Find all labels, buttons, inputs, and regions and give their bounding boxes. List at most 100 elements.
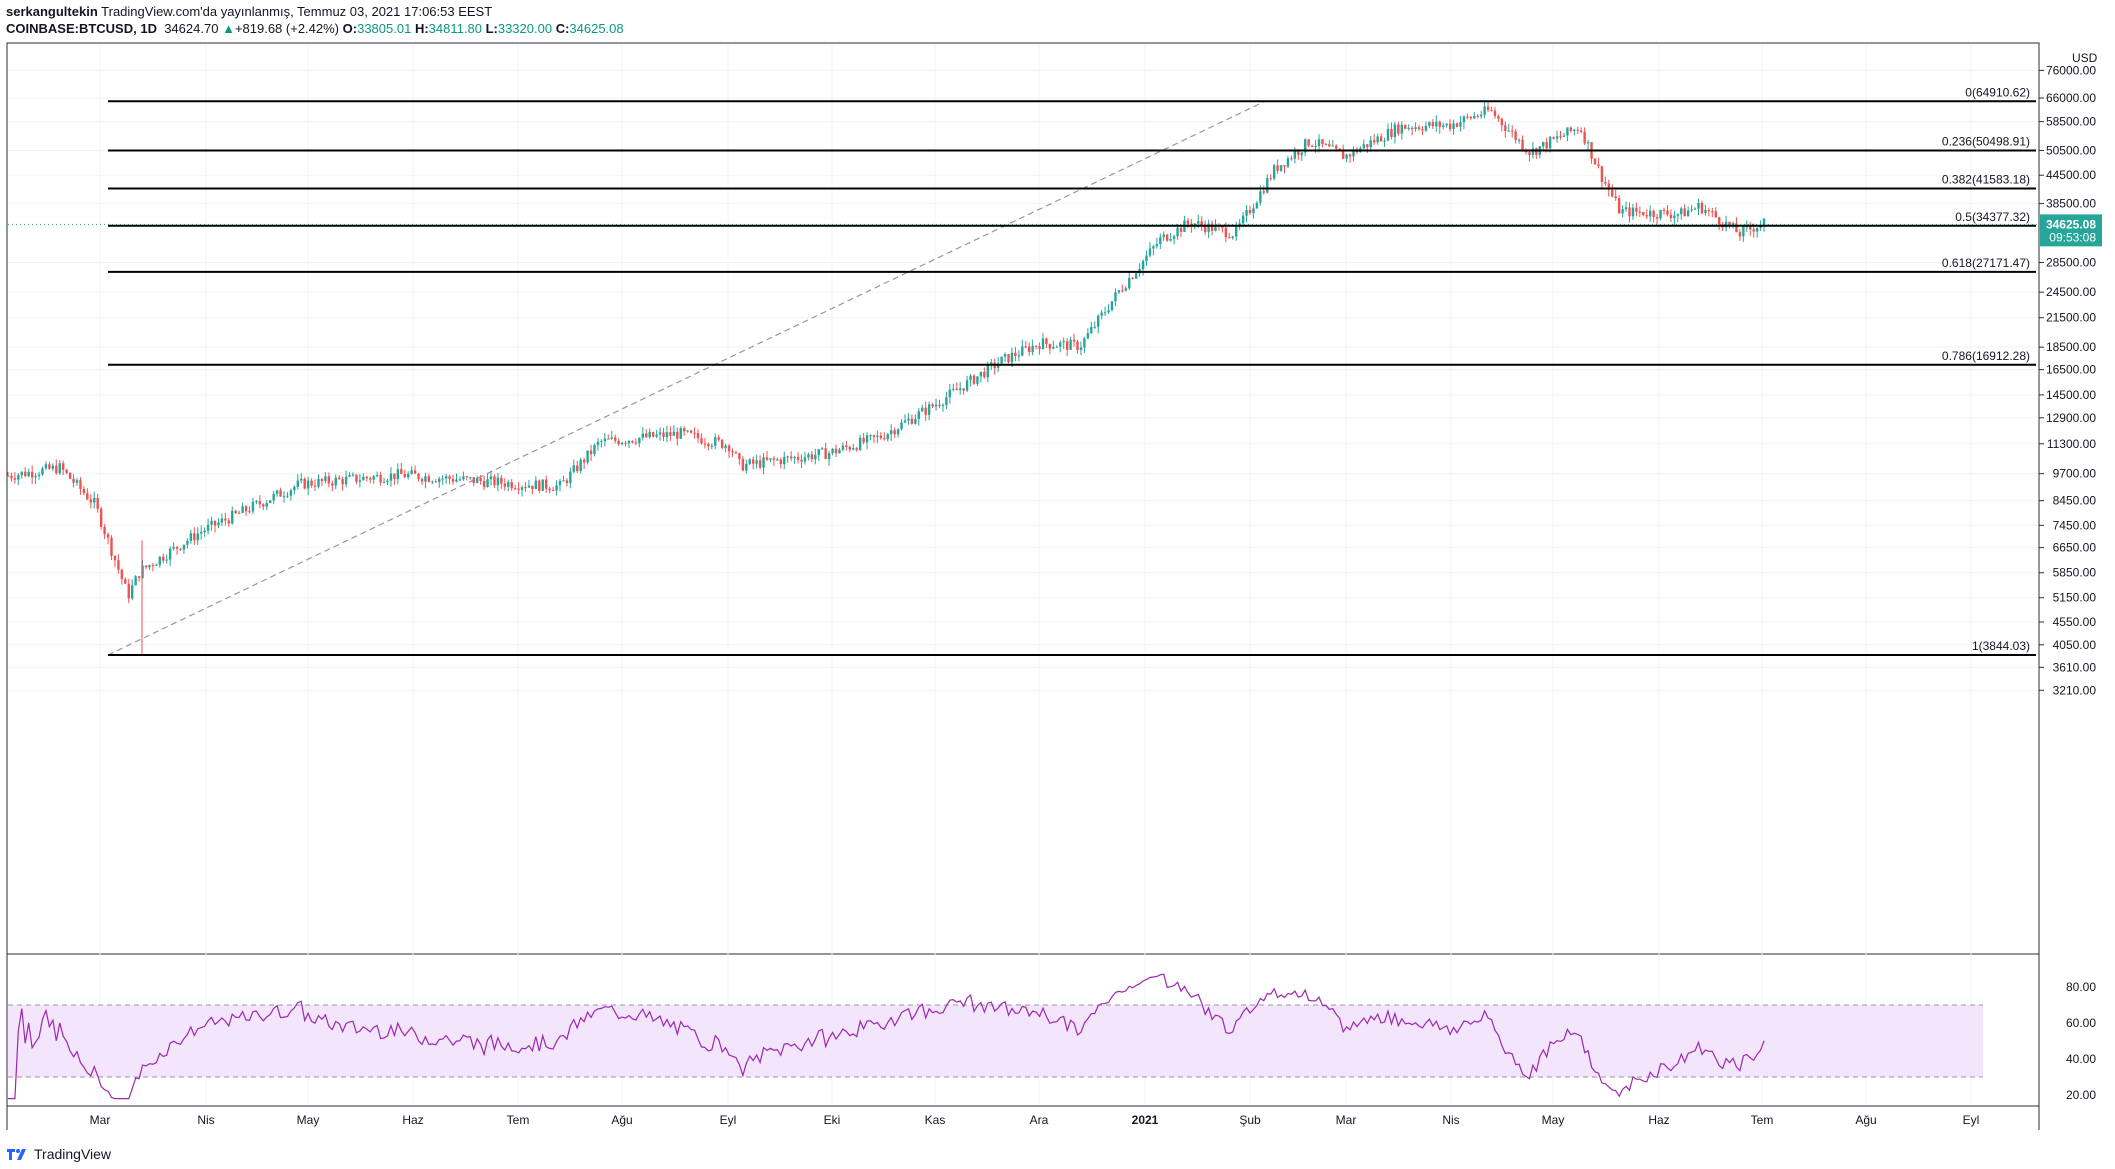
candle-body bbox=[1576, 129, 1579, 131]
candle-body bbox=[469, 477, 472, 479]
fib-level-label: 0.236(50498.91) bbox=[1942, 134, 2030, 148]
candle-body bbox=[1483, 106, 1486, 115]
candle-body bbox=[448, 476, 451, 479]
candle-body bbox=[914, 419, 917, 424]
price-axis-label: 4550.00 bbox=[2053, 615, 2097, 629]
candle-body bbox=[551, 490, 555, 492]
candle-body bbox=[858, 437, 862, 450]
candle-body bbox=[1048, 343, 1052, 349]
candle-body bbox=[1397, 124, 1400, 134]
candle-body bbox=[841, 445, 845, 450]
price-axis[interactable]: 76000.00 66000.00 58500.00 50500.00 44500.00… bbox=[2039, 63, 2096, 697]
candle-body bbox=[638, 437, 641, 444]
candle-body bbox=[917, 411, 920, 420]
time-axis[interactable]: Mar Nis May Haz Tem Ağu Eyl Eki Kas Ara 2021 Şub Mar… bbox=[90, 1113, 1980, 1127]
fib-retracement[interactable]: 0(64910.62) 0.236(50498.91) 0.382(41583.18… bbox=[108, 85, 2036, 656]
candle-body bbox=[286, 495, 289, 497]
candle-body bbox=[24, 471, 27, 477]
candle-body bbox=[1435, 121, 1438, 127]
candle-body bbox=[762, 457, 765, 468]
candle-body bbox=[1272, 165, 1276, 179]
candle-body bbox=[734, 452, 738, 454]
candle-body bbox=[924, 407, 927, 415]
candle-body bbox=[1186, 220, 1190, 224]
time-axis-label: Tem bbox=[507, 1113, 530, 1127]
candle-body bbox=[786, 456, 789, 458]
candle-body bbox=[1300, 152, 1303, 155]
candle-body bbox=[476, 478, 479, 483]
candle-body bbox=[1659, 209, 1662, 219]
candle-body bbox=[1417, 127, 1421, 130]
close-value: 34625.08 bbox=[569, 21, 624, 36]
fib-level-label: 0.618(27171.47) bbox=[1942, 256, 2030, 270]
trend-line-segment bbox=[107, 100, 1266, 656]
candle-body bbox=[1559, 136, 1562, 138]
price-axis-label: 11300.00 bbox=[2047, 437, 2096, 451]
candle-body bbox=[1114, 292, 1117, 302]
fib-level-label: 0.786(16912.28) bbox=[1942, 349, 2030, 363]
candle-body bbox=[1593, 158, 1597, 165]
candle-body bbox=[1555, 136, 1559, 139]
candle-body bbox=[1662, 209, 1666, 211]
candle-body bbox=[679, 428, 682, 439]
time-axis-label: Eki bbox=[824, 1113, 841, 1127]
footer-brand[interactable]: TradingView bbox=[6, 1146, 111, 1162]
currency-label[interactable]: USD bbox=[2072, 51, 2098, 65]
candle-body bbox=[1735, 223, 1738, 233]
candle-body bbox=[34, 475, 37, 478]
candle-body bbox=[300, 478, 303, 481]
candle-body bbox=[369, 478, 372, 480]
time-axis-label: Eyl bbox=[720, 1113, 737, 1127]
chart-frame bbox=[6, 42, 2040, 955]
candle-body bbox=[600, 441, 603, 443]
candle-body bbox=[586, 450, 589, 463]
price-axis-label: 76000.00 bbox=[2046, 63, 2096, 77]
candle-body bbox=[20, 471, 23, 476]
candle-body bbox=[462, 476, 465, 480]
candle-body bbox=[1573, 129, 1576, 132]
candle-body bbox=[1724, 221, 1728, 228]
candle-body bbox=[1248, 209, 1252, 214]
candle-body bbox=[313, 485, 317, 487]
candle-body bbox=[517, 488, 520, 490]
candle-body bbox=[1083, 338, 1086, 348]
candle-body bbox=[1028, 346, 1031, 353]
time-axis-label: Ağu bbox=[1855, 1113, 1876, 1127]
candle-body bbox=[938, 404, 941, 406]
candle-body bbox=[1600, 166, 1604, 183]
candle-body bbox=[658, 432, 662, 435]
candle-body bbox=[534, 480, 538, 490]
candle-body bbox=[1424, 125, 1428, 131]
rsi-axis-label: 40.00 bbox=[2066, 1052, 2096, 1066]
candle-body bbox=[358, 480, 362, 482]
time-axis-label: Mar bbox=[1336, 1113, 1357, 1127]
candle-body bbox=[179, 548, 182, 550]
symbol-name[interactable]: COINBASE:BTCUSD, 1D bbox=[6, 21, 157, 36]
time-axis-label: Eyl bbox=[1963, 1113, 1980, 1127]
candle-body bbox=[959, 388, 962, 391]
candle-body bbox=[1052, 347, 1055, 349]
candle-body bbox=[289, 490, 293, 496]
candle-body bbox=[355, 474, 358, 482]
candle-body bbox=[1290, 158, 1293, 160]
candle-body bbox=[886, 434, 889, 440]
candle-body bbox=[258, 501, 262, 505]
candle-body bbox=[555, 485, 558, 491]
candle-body bbox=[1172, 236, 1176, 239]
candle-body bbox=[990, 362, 993, 364]
candle-body bbox=[1531, 148, 1535, 156]
candle-body bbox=[1210, 223, 1214, 231]
candle-body bbox=[1090, 327, 1093, 334]
candle-body bbox=[17, 475, 20, 480]
candle-body bbox=[324, 476, 327, 481]
candle-body bbox=[51, 465, 55, 469]
candle-body bbox=[1373, 140, 1376, 143]
candle-body bbox=[589, 450, 593, 455]
candle-body bbox=[1642, 211, 1645, 216]
candle-body bbox=[1000, 356, 1003, 364]
candle-body bbox=[75, 480, 79, 483]
publish-info: serkangultekin TradingView.com'da yayınl… bbox=[6, 4, 492, 20]
author-name[interactable]: serkangultekin bbox=[6, 4, 98, 19]
